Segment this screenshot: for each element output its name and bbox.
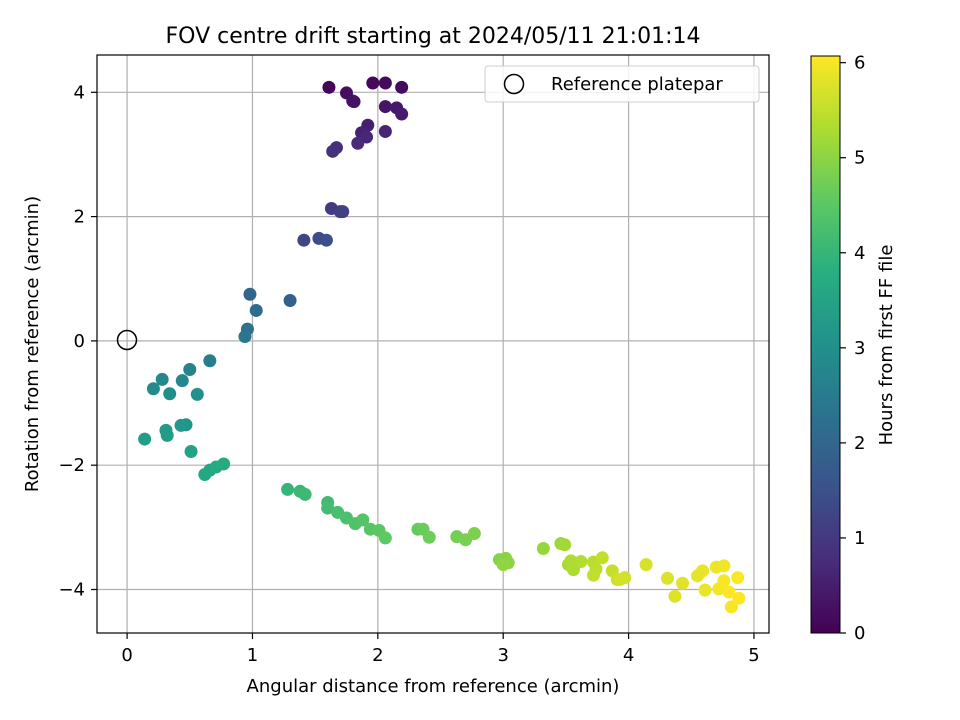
- y-tick-label: −4: [58, 579, 85, 600]
- plot-frame: [96, 54, 770, 634]
- legend-box: [484, 65, 760, 103]
- data-point: [717, 574, 731, 588]
- data-point: [731, 571, 745, 585]
- data-point: [356, 513, 370, 527]
- colorbar-tick-label: 4: [854, 243, 865, 264]
- data-point: [184, 445, 198, 459]
- data-point: [395, 80, 409, 94]
- data-point: [319, 233, 333, 247]
- data-point: [378, 76, 392, 90]
- data-point: [564, 554, 578, 568]
- data-point: [146, 382, 160, 396]
- data-point: [183, 362, 197, 376]
- data-point: [717, 559, 731, 573]
- colorbar-tick-label: 0: [854, 623, 865, 644]
- x-axis-ticks: 0 1 2 3 4 5: [121, 633, 760, 666]
- data-point: [724, 600, 738, 614]
- colorbar-gradient: [810, 55, 841, 634]
- colorbar-tick-label: 5: [854, 148, 865, 169]
- data-point: [732, 591, 746, 605]
- legend: Reference platepar: [484, 65, 760, 103]
- data-point: [378, 124, 392, 138]
- data-point: [174, 418, 188, 432]
- data-point: [613, 573, 627, 587]
- reference-platepar-marker: [116, 329, 138, 351]
- x-tick-label: 3: [497, 645, 508, 666]
- data-point: [558, 538, 572, 552]
- data-point: [347, 95, 361, 109]
- data-point: [298, 487, 312, 501]
- data-point: [698, 583, 712, 597]
- data-point: [203, 354, 217, 368]
- colorbar-tick-label: 6: [854, 53, 865, 74]
- data-point: [155, 372, 169, 386]
- x-axis-label: Angular distance from reference (arcmin): [247, 676, 620, 697]
- x-tick-label: 1: [247, 645, 258, 666]
- data-point: [496, 558, 510, 572]
- data-point: [243, 287, 257, 301]
- x-tick-label: 4: [623, 645, 634, 666]
- data-point: [395, 107, 409, 121]
- data-point: [138, 432, 152, 446]
- data-point: [283, 293, 297, 307]
- x-tick-label: 0: [121, 645, 132, 666]
- y-axis-ticks: −4 −2 0 2 4: [58, 82, 97, 600]
- data-point: [351, 136, 365, 150]
- data-point: [595, 551, 609, 565]
- data-point: [336, 205, 350, 219]
- colorbar-label: Hours from first FF file: [876, 245, 897, 446]
- y-tick-label: 4: [74, 82, 85, 103]
- data-point: [297, 233, 311, 247]
- colorbar-tick-label: 2: [854, 433, 865, 454]
- y-axis-label: Rotation from reference (arcmin): [22, 196, 43, 492]
- data-point: [190, 387, 204, 401]
- chart-title: FOV centre drift starting at 2024/05/11 …: [166, 24, 701, 49]
- x-tick-label: 5: [748, 645, 759, 666]
- data-point: [586, 568, 600, 582]
- data-point: [160, 428, 174, 442]
- data-point: [326, 144, 340, 158]
- data-point: [675, 576, 689, 590]
- legend-marker-reference: [503, 73, 525, 95]
- data-point: [163, 387, 177, 401]
- colorbar-tick-label: 3: [854, 338, 865, 359]
- legend-label-reference: Reference platepar: [551, 74, 723, 95]
- data-point: [249, 303, 263, 317]
- y-tick-label: −2: [58, 455, 85, 476]
- colorbar-ticks: 0 1 2 3 4 5 6: [840, 53, 865, 644]
- data-point: [378, 531, 392, 545]
- y-tick-label: 0: [74, 331, 85, 352]
- data-points: [138, 76, 746, 614]
- data-point: [696, 564, 710, 578]
- data-point: [722, 585, 736, 599]
- data-point: [281, 482, 295, 496]
- data-point: [378, 100, 392, 114]
- data-point: [322, 80, 336, 94]
- data-point: [422, 530, 436, 544]
- data-point: [366, 76, 380, 90]
- data-point: [574, 555, 588, 569]
- data-point: [660, 571, 674, 585]
- data-point: [536, 541, 550, 555]
- data-point: [321, 501, 335, 515]
- data-point: [175, 374, 189, 388]
- y-tick-label: 2: [74, 207, 85, 228]
- colorbar: 0 1 2 3 4 5 6 Hours from first FF file: [810, 53, 897, 644]
- data-point: [467, 527, 481, 541]
- data-point: [238, 330, 252, 344]
- data-point: [639, 558, 653, 572]
- colorbar-tick-label: 1: [854, 528, 865, 549]
- grid-lines: [97, 55, 769, 633]
- x-tick-label: 2: [372, 645, 383, 666]
- data-point: [668, 589, 682, 603]
- data-point: [217, 457, 231, 471]
